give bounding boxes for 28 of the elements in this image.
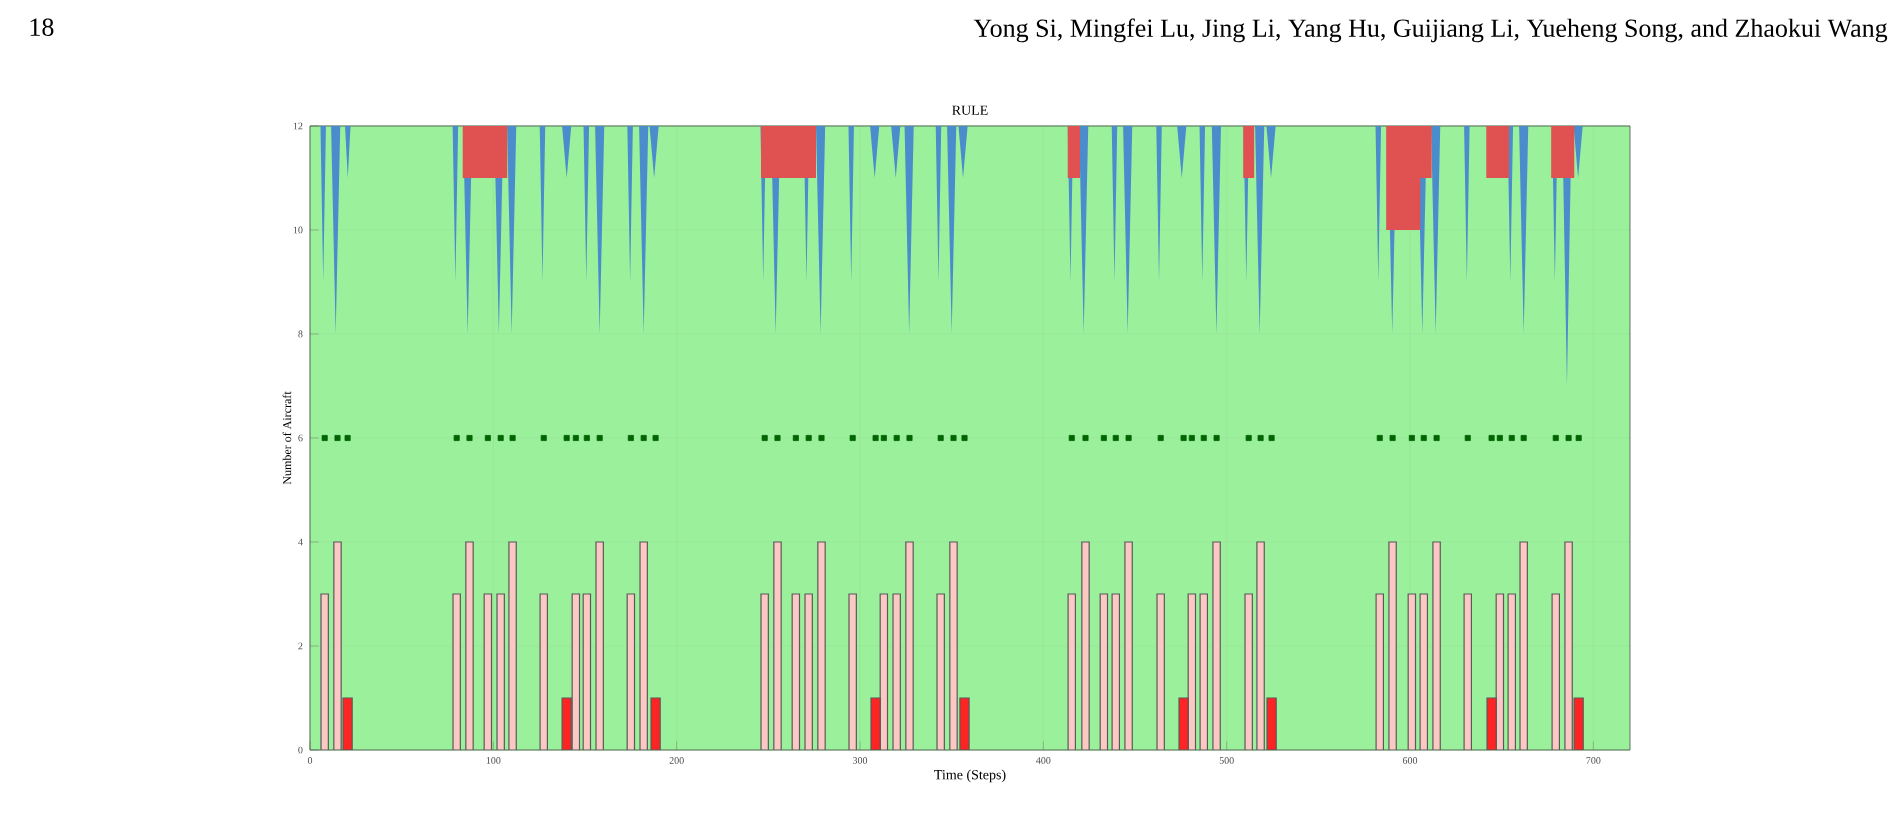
bar — [936, 593, 945, 750]
bar — [1388, 541, 1397, 750]
bar — [1375, 593, 1385, 750]
bar — [848, 593, 857, 750]
bar — [905, 541, 914, 750]
bar — [804, 593, 813, 750]
bar — [320, 593, 329, 750]
bar — [773, 541, 782, 750]
bar — [595, 541, 604, 750]
bar — [892, 593, 901, 750]
bar — [1124, 541, 1133, 750]
bar — [483, 593, 493, 750]
bar — [465, 541, 474, 750]
bar — [1156, 593, 1165, 750]
bar — [1212, 541, 1221, 750]
bar — [1551, 593, 1561, 750]
bar — [626, 593, 636, 750]
bar — [817, 541, 826, 750]
bar — [539, 593, 549, 750]
bar — [760, 593, 769, 750]
bar — [1432, 541, 1441, 750]
text: Yong Si, Mingfei Lu, Jing Li, Yang Hu, Guijiang Li, Yueheng Song, and Zhaokui Wang — [973, 18, 1888, 43]
bar — [1067, 593, 1077, 750]
text: 18 — [30, 18, 54, 36]
bar — [452, 593, 461, 750]
bar — [1463, 593, 1473, 750]
bar — [791, 593, 801, 750]
bar — [1081, 541, 1090, 750]
